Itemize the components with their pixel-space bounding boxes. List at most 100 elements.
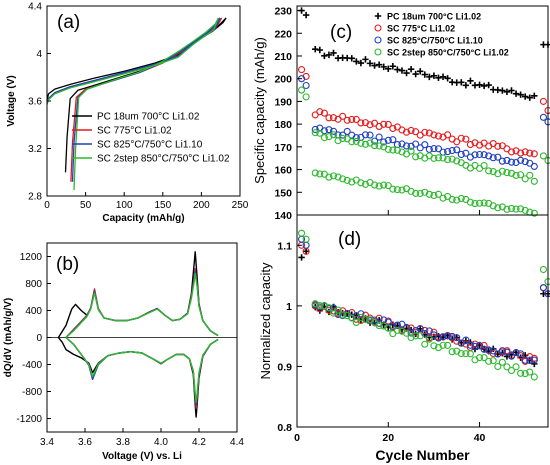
c-marker-0 bbox=[503, 88, 511, 96]
d-marker-3 bbox=[421, 340, 429, 348]
c-marker-2 bbox=[371, 137, 379, 145]
c-marker-2 bbox=[521, 158, 529, 166]
d-marker-3 bbox=[507, 366, 516, 375]
c-marker-0 bbox=[403, 69, 410, 77]
d-plot-frame bbox=[296, 214, 549, 428]
d-marker-2 bbox=[498, 347, 506, 355]
c-marker-2 bbox=[494, 153, 502, 161]
d-marker-2 bbox=[448, 332, 456, 340]
c-legend-marker-2 bbox=[374, 36, 382, 44]
c-marker-lower-3 bbox=[425, 190, 433, 198]
c-legend-label-3: SC 2step 850°C/750°C Li1.02 bbox=[387, 48, 509, 58]
c-marker-2 bbox=[517, 156, 525, 164]
d-marker-2 bbox=[521, 356, 529, 364]
d-y-tick-label: 1.1 bbox=[277, 240, 292, 252]
c-marker-3 bbox=[407, 147, 415, 155]
b-x-tick-label: 3.4 bbox=[40, 437, 54, 448]
c-marker-0 bbox=[375, 61, 383, 68]
d-marker-2 bbox=[507, 352, 516, 360]
a-x-tick-label: 50 bbox=[80, 200, 92, 211]
c-marker-3 bbox=[412, 153, 420, 161]
c-marker-lower-3 bbox=[371, 181, 379, 189]
c-marker-0 bbox=[467, 77, 474, 84]
c-marker-lower-3 bbox=[343, 176, 351, 184]
d-marker-3 bbox=[489, 357, 497, 365]
d-marker-2 bbox=[430, 331, 438, 339]
c-marker-0 bbox=[330, 49, 337, 57]
c-marker-0 bbox=[517, 91, 524, 98]
d-marker-3 bbox=[339, 311, 347, 319]
b-x-axis-label: Voltage (V) vs. Li bbox=[102, 451, 182, 462]
d-panel-label: (d) bbox=[338, 229, 361, 250]
panel-c: 140 150 160 170 180 190 200 210 220 230 Specific c… bbox=[252, 5, 550, 222]
c-marker-lower-3 bbox=[348, 178, 356, 186]
c-marker-3 bbox=[439, 154, 447, 162]
c-marker-lower-3 bbox=[507, 204, 516, 213]
d-y-axis-label: Normalized capacity bbox=[258, 262, 273, 380]
d-marker-3 bbox=[485, 357, 493, 365]
c-marker-1 bbox=[357, 119, 365, 127]
c-marker-lower-3 bbox=[503, 205, 511, 213]
c-marker-3 bbox=[371, 142, 379, 150]
c-marker-2 bbox=[389, 136, 397, 144]
a-legend-label-2: SC 825°C/750°C Li1.10 bbox=[97, 140, 203, 151]
c-marker-3 bbox=[530, 177, 538, 185]
d-marker-2 bbox=[471, 342, 479, 351]
c-marker-2 bbox=[489, 154, 497, 162]
a-panel-label: (a) bbox=[57, 12, 80, 33]
c-marker-0 bbox=[462, 82, 470, 89]
d-marker-3 bbox=[407, 333, 415, 342]
c-marker-2 bbox=[480, 151, 488, 159]
c-y-tick-label: 150 bbox=[274, 187, 292, 199]
c-marker-1 bbox=[380, 120, 388, 128]
d-marker-3 bbox=[498, 358, 506, 366]
c-legend-label-2: SC 825°C/750°C Li1.10 bbox=[387, 36, 483, 46]
d-x-axis-label: Cycle Number bbox=[375, 447, 470, 463]
c-marker-2 bbox=[539, 113, 547, 121]
c-marker-lower-3 bbox=[316, 170, 324, 178]
c-marker-3 bbox=[357, 139, 365, 147]
c-marker-2 bbox=[361, 131, 370, 139]
c-marker-lower-3 bbox=[530, 209, 538, 217]
d-marker-2 bbox=[412, 327, 420, 335]
c-marker-2 bbox=[384, 136, 392, 144]
d-marker-2 bbox=[398, 320, 406, 328]
c-marker-1 bbox=[425, 129, 433, 137]
c-marker-0 bbox=[485, 81, 492, 89]
c-marker-lower-3 bbox=[517, 205, 525, 213]
b-x-tick-label: 4.0 bbox=[154, 437, 168, 448]
c-marker-2 bbox=[471, 151, 479, 159]
d-marker-3 bbox=[503, 363, 511, 371]
c-marker-0 bbox=[394, 66, 401, 73]
c-marker-1 bbox=[384, 120, 392, 129]
c-marker-3 bbox=[352, 137, 360, 145]
c-marker-lower-3 bbox=[494, 204, 502, 212]
d-marker-3 bbox=[357, 313, 365, 321]
d-x-tick-label: 40 bbox=[474, 432, 486, 444]
a-y-tick-label: 3.2 bbox=[28, 144, 42, 155]
d-marker-3 bbox=[462, 350, 470, 358]
c-marker-1 bbox=[430, 131, 438, 139]
c-marker-2 bbox=[485, 152, 493, 160]
d-marker-1 bbox=[471, 340, 479, 348]
c-legend-label-0: PC 18um 700°C Li1.02 bbox=[387, 12, 481, 22]
d-marker-3 bbox=[425, 335, 433, 343]
c-marker-lower-3 bbox=[489, 202, 497, 210]
c-marker-3 bbox=[389, 146, 397, 154]
c-marker-1 bbox=[325, 114, 333, 122]
c-marker-3 bbox=[539, 152, 547, 160]
c-y-tick-label: 200 bbox=[274, 74, 292, 86]
d-marker-3 bbox=[389, 330, 397, 338]
c-marker-lower-3 bbox=[475, 199, 484, 207]
c-marker-1 bbox=[352, 115, 360, 124]
c-marker-0 bbox=[458, 79, 465, 86]
c-marker-3 bbox=[521, 175, 529, 183]
c-y-tick-label: 170 bbox=[274, 142, 292, 154]
d-marker-3 bbox=[526, 368, 534, 376]
c-marker-lower-3 bbox=[339, 175, 347, 183]
d-marker-0 bbox=[298, 254, 305, 261]
d-marker-2 bbox=[334, 310, 342, 319]
c-marker-1 bbox=[402, 128, 411, 136]
c-marker-1 bbox=[320, 109, 328, 117]
c-marker-lower-3 bbox=[325, 173, 333, 181]
